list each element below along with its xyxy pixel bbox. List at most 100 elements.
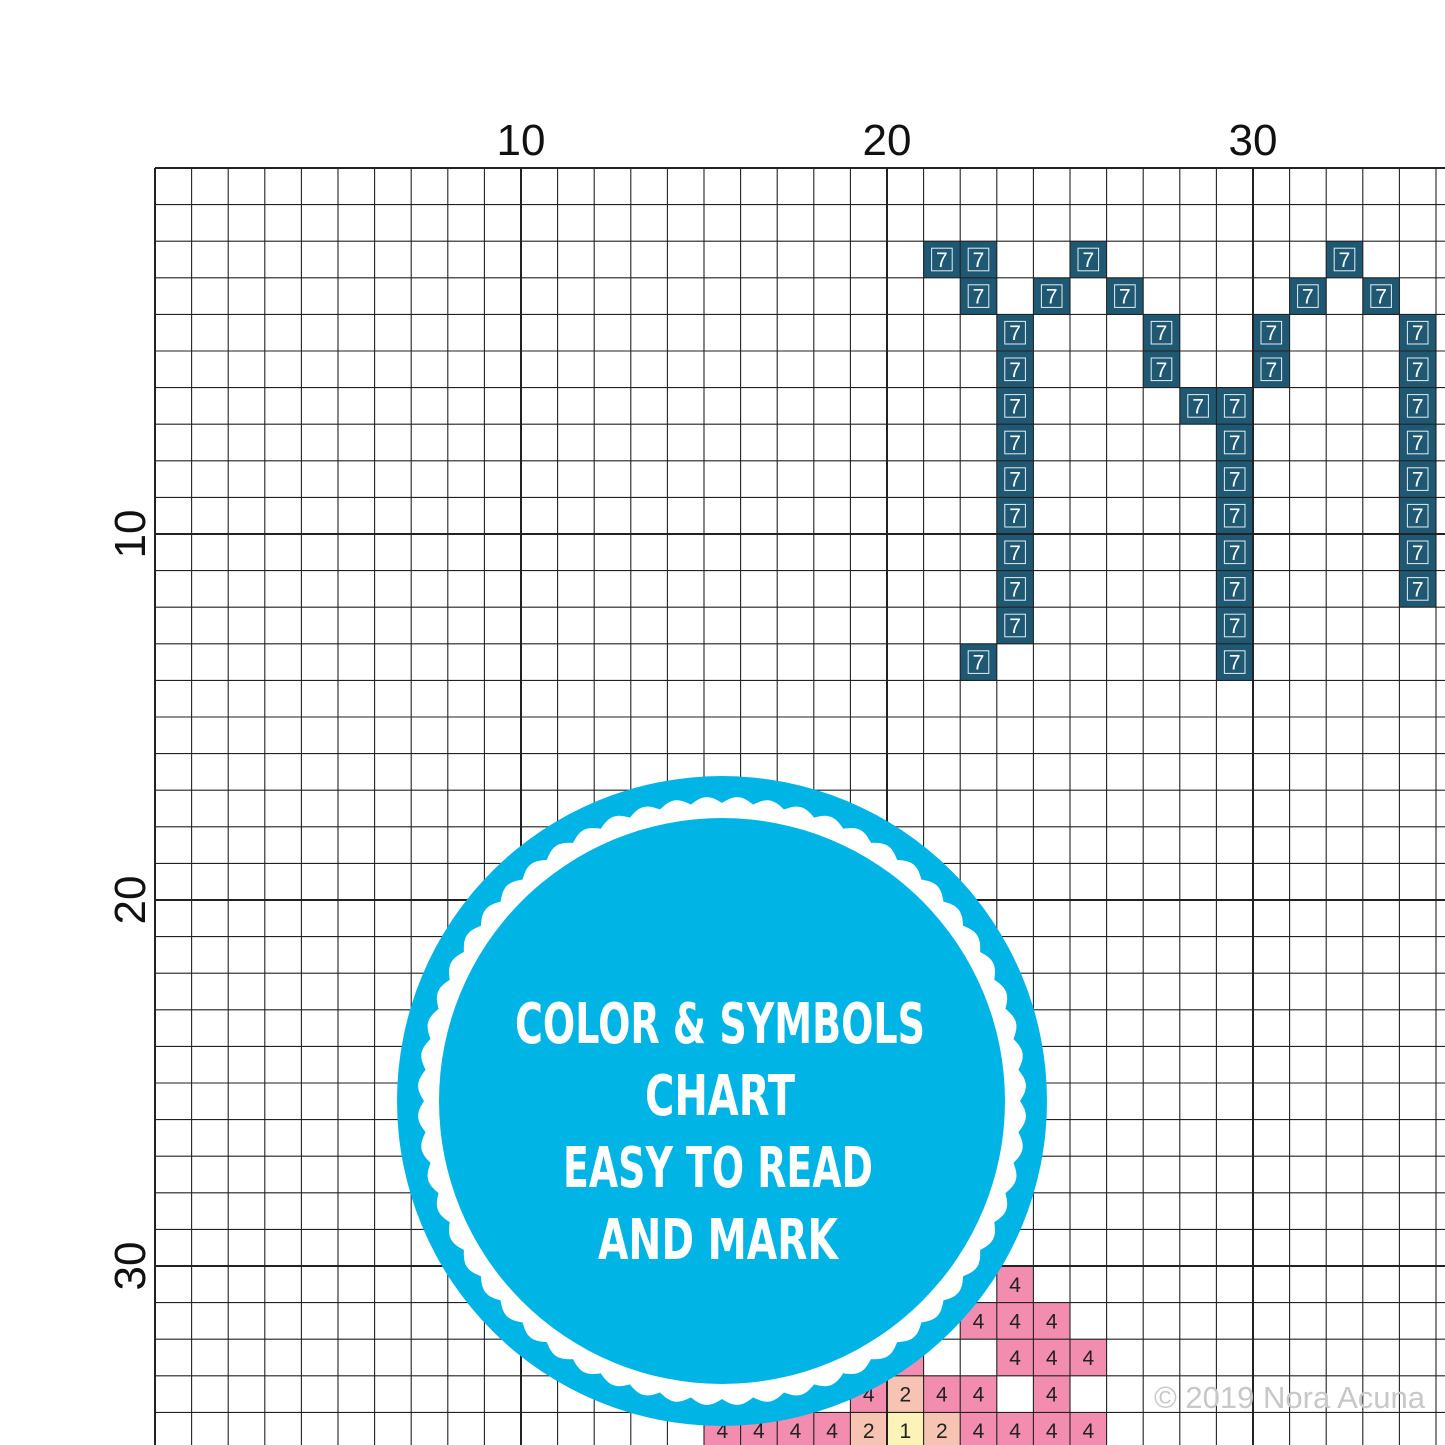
stitch-symbol: 4 <box>790 1420 802 1443</box>
chart-grid <box>154 167 1445 1445</box>
stitch-symbol: 7 <box>1412 359 1424 382</box>
y-tick-label: 30 <box>106 1242 155 1291</box>
stitch-symbol: 4 <box>1082 1420 1094 1443</box>
stitch-cell-7 <box>1399 387 1436 425</box>
stitch-symbol: 4 <box>753 1420 765 1443</box>
stitch-symbol: 4 <box>826 1420 838 1443</box>
stitch-cell-7 <box>1399 424 1436 461</box>
y-tick-label: 10 <box>106 510 155 559</box>
y-axis-ticks: 10 20 30 <box>106 510 155 1291</box>
stitch-cell-4 <box>1033 1375 1070 1413</box>
stitch-symbol: 7 <box>1009 542 1021 565</box>
stitch-symbol-frame <box>1406 503 1429 528</box>
stitch-symbol: 4 <box>936 1384 948 1407</box>
stitch-symbol: 7 <box>973 249 985 272</box>
stitch-cell-4 <box>1070 1339 1107 1376</box>
stitch-symbol: 7 <box>1119 286 1131 309</box>
stitch-symbol: 7 <box>1375 286 1387 309</box>
stitch-symbol-frame <box>967 247 990 272</box>
stitch-symbol-frame <box>931 247 953 272</box>
stitch-cell-7 <box>996 570 1034 608</box>
stitch-symbol-frame <box>1223 503 1246 528</box>
stitch-symbol: 4 <box>1009 1274 1021 1297</box>
stitch-cell-4 <box>996 1266 1034 1303</box>
stitch-cell-7 <box>1179 387 1217 425</box>
stitch-cell-7 <box>1289 277 1327 315</box>
stitch-symbol-frame <box>1223 613 1246 638</box>
stitch-symbol: 2 <box>899 1384 911 1407</box>
stitch-symbol-frame <box>1004 540 1026 565</box>
stitch-symbol-frame <box>1223 577 1246 601</box>
stitch-symbol: 7 <box>1302 286 1314 309</box>
stitch-symbol: 7 <box>1265 322 1277 345</box>
stitch-cell-7 <box>996 497 1034 534</box>
stitch-symbol-frame <box>1004 320 1026 345</box>
badge-line-4: AND MARK <box>598 1208 840 1273</box>
stitch-symbol-frame <box>1187 394 1209 418</box>
promo-badge: COLOR & SYMBOLS CHART EASY TO READ AND M… <box>397 776 1047 1426</box>
stitch-symbol: 7 <box>1229 542 1241 565</box>
x-tick-label: 20 <box>863 116 912 165</box>
stitch-cell-2 <box>923 1412 961 1445</box>
badge-line-3: EASY TO READ <box>563 1136 873 1201</box>
stitch-cell-7 <box>1143 351 1180 388</box>
stitch-cell-4 <box>1070 1412 1107 1445</box>
stitch-symbol: 7 <box>1412 505 1424 528</box>
stitch-symbol: 7 <box>1412 432 1424 455</box>
stitch-symbol: 7 <box>1009 469 1021 492</box>
stitch-cell-7 <box>1253 351 1290 388</box>
x-axis-ticks: 10 20 30 <box>497 116 1278 165</box>
stitch-cell-4 <box>813 1412 851 1445</box>
stitch-cell-7 <box>996 534 1034 571</box>
badge-line-2: CHART <box>645 1064 795 1129</box>
stitch-symbol: 7 <box>973 652 985 675</box>
stitch-cell-7 <box>1326 241 1363 278</box>
stitch-cell-1 <box>887 1412 924 1445</box>
stitch-symbol-frame <box>1406 577 1429 601</box>
stitch-cell-7 <box>1216 387 1253 425</box>
stitch-symbol: 7 <box>1229 469 1241 492</box>
stitch-symbol-frame <box>1004 467 1026 491</box>
stitch-symbol: 4 <box>1046 1347 1058 1370</box>
stitch-symbol: 4 <box>1009 1420 1021 1443</box>
stitch-symbol-frame <box>1004 613 1026 638</box>
stitch-symbol: 7 <box>1412 469 1424 492</box>
stitch-cell-7 <box>923 241 961 278</box>
stitch-cell-4 <box>960 1375 997 1413</box>
stitch-cell-4 <box>923 1375 961 1413</box>
stitch-symbol-frame <box>1223 430 1246 455</box>
stitch-symbol-frame <box>1004 357 1026 382</box>
stitch-symbol: 7 <box>1009 505 1021 528</box>
stitch-symbol: 7 <box>1046 286 1058 309</box>
stitch-cell-7 <box>960 241 997 278</box>
stitch-symbol-frame <box>1406 430 1429 455</box>
stitch-symbol-frame <box>1406 540 1429 565</box>
stitch-symbol: 7 <box>1009 615 1021 638</box>
stitch-symbol: 1 <box>899 1420 911 1443</box>
stitch-symbol: 7 <box>1156 359 1168 382</box>
stitch-symbol: 4 <box>1046 1420 1058 1443</box>
stitch-symbol-frame <box>1406 357 1429 382</box>
stitch-cell-7 <box>960 277 997 315</box>
stitch-symbol: 7 <box>1229 395 1241 418</box>
stitch-symbol-frame <box>1223 467 1246 491</box>
stitch-cell-7 <box>1106 277 1144 315</box>
stitch-cell-7 <box>1143 314 1180 351</box>
stitch-symbol: 2 <box>863 1420 875 1443</box>
stitch-symbol: 7 <box>1009 359 1021 382</box>
stitch-symbol: 7 <box>1009 578 1021 601</box>
y-tick-label: 20 <box>106 876 155 925</box>
stitch-symbol: 4 <box>1046 1310 1058 1333</box>
stitch-symbol-frame <box>1370 284 1392 308</box>
stitch-cell-7 <box>960 643 997 681</box>
stitch-symbol-frame <box>1406 394 1429 418</box>
stitch-symbol: 4 <box>1046 1384 1058 1407</box>
stitch-symbol-frame <box>1114 284 1136 308</box>
stitch-symbol: 7 <box>1009 395 1021 418</box>
stitch-cell-2 <box>850 1412 887 1445</box>
stitch-cell-7 <box>1070 241 1107 278</box>
stitch-cell-4 <box>1033 1339 1070 1376</box>
stitch-symbol: 7 <box>1229 578 1241 601</box>
stitch-cell-4 <box>996 1412 1034 1445</box>
